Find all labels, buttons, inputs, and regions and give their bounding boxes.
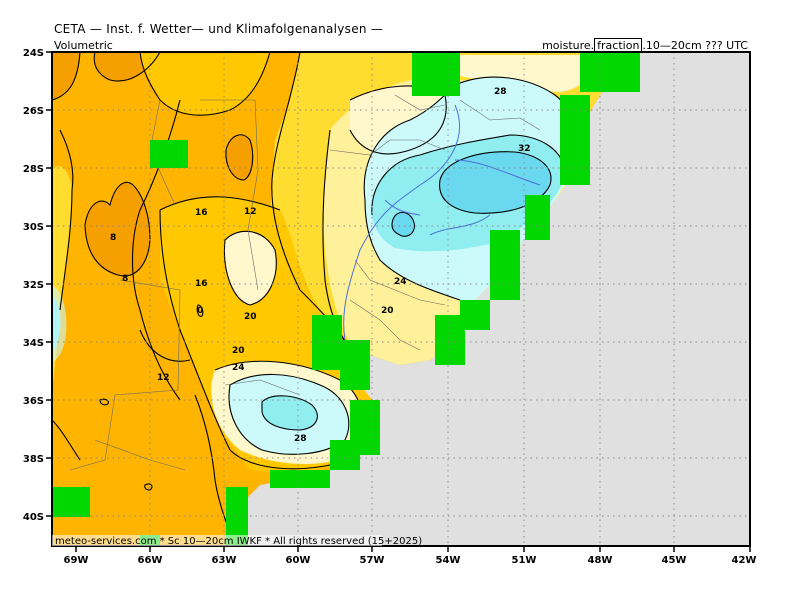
lon-label: 42W (732, 555, 757, 566)
lon-label: 48W (588, 555, 613, 566)
map-area (52, 52, 750, 546)
cream-region-northeast (455, 55, 600, 92)
dark-orange-region-west (85, 182, 150, 276)
units-post: .10—20cm ??? UTC (642, 39, 748, 52)
water-cells (52, 52, 640, 546)
lat-label: 32S (23, 280, 44, 291)
cyan-region-south-core (262, 395, 318, 430)
lat-label: 26S (23, 106, 44, 117)
lon-label: 66W (138, 555, 163, 566)
contour-label: 8 (110, 233, 116, 243)
contour-label: 20 (381, 306, 394, 316)
credit-line: meteo-services.com * Sc 10—20cm IWKF * A… (55, 536, 422, 547)
cyan-blob-small (392, 212, 415, 237)
longitude-axis (75, 546, 751, 552)
contour-label: 32 (518, 144, 531, 154)
lat-label: 30S (23, 222, 44, 233)
units-box: fraction (594, 38, 643, 53)
units-pre: moisture. (542, 39, 595, 52)
cyan-region-core (439, 151, 551, 214)
lon-label: 57W (360, 555, 385, 566)
dark-orange-region-northwest (52, 52, 80, 100)
lat-label: 24S (23, 48, 44, 59)
contour-label: 28 (294, 434, 307, 444)
contour-label: 8 (122, 274, 128, 284)
map-frame (51, 51, 751, 547)
contour-label: 0 (197, 306, 203, 316)
lon-label: 45W (662, 555, 687, 566)
contour-label: 28 (494, 87, 507, 97)
lat-label: 38S (23, 454, 44, 465)
lon-label: 69W (64, 555, 89, 566)
lon-label: 60W (286, 555, 311, 566)
light-blue-strip-west (52, 285, 67, 362)
lat-label: 40S (23, 512, 44, 523)
contour-label-group: 28 32 16 12 8 8 16 0 24 20 20 20 24 12 2… (110, 87, 531, 444)
contour-label: 16 (195, 279, 208, 289)
units-label: moisture. fraction .10—20cm ??? UTC (542, 38, 748, 53)
cream-region-central (224, 231, 277, 305)
map-title: CETA — Inst. f. Wetter— und Klimafolgena… (54, 22, 384, 36)
contour-label: 20 (232, 346, 245, 356)
contour-label: 20 (244, 312, 257, 322)
latitude-axis (46, 51, 52, 517)
dark-orange-region-north (225, 134, 253, 180)
contour-label: 12 (157, 373, 170, 383)
variable-label: Volumetric (54, 39, 113, 52)
contour-label: 16 (195, 208, 208, 218)
lat-label: 36S (23, 396, 44, 407)
lon-label: 63W (212, 555, 237, 566)
lon-label: 54W (436, 555, 461, 566)
lat-label: 28S (23, 164, 44, 175)
lon-label: 51W (512, 555, 537, 566)
contour-label: 24 (232, 363, 245, 373)
lat-label: 34S (23, 338, 44, 349)
rivers (343, 104, 541, 341)
graticule (52, 52, 750, 546)
contour-label: 12 (244, 207, 257, 217)
light-yellow-region-north (140, 52, 270, 116)
contour-label: 24 (394, 277, 407, 287)
